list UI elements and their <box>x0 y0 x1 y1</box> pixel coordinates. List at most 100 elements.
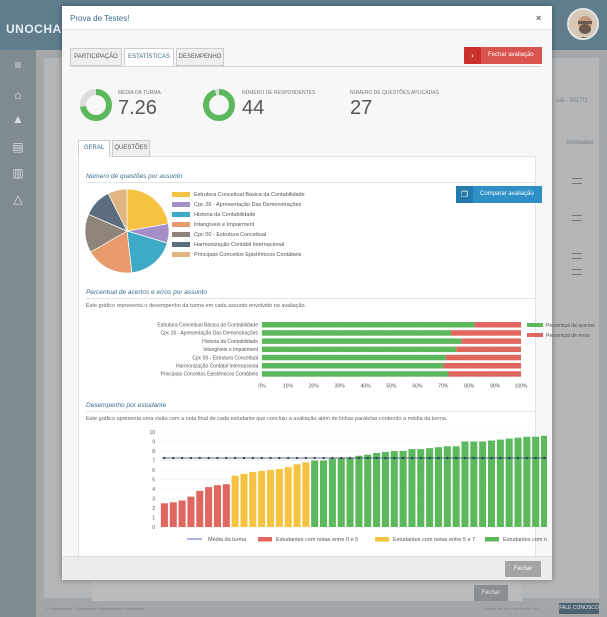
questions-label: NÚMERO DE QUESTÕES APLICADAS <box>350 90 439 96</box>
graduation-cap-icon[interactable]: ▲ <box>12 112 24 126</box>
ring-fill <box>203 89 235 121</box>
books-icon[interactable]: ▥ <box>12 166 24 180</box>
pie-legend-item: Historia da Contabilidade <box>172 212 255 218</box>
average-value: 7.26 <box>118 97 157 119</box>
stacked-bar <box>262 363 444 369</box>
list-icon[interactable] <box>572 178 582 184</box>
student-bar <box>293 464 301 527</box>
mean-point <box>384 456 387 460</box>
ring-fill <box>80 89 112 121</box>
category-label: Historia da Contabilidade <box>202 339 258 345</box>
y-tick-label: 9 <box>152 440 155 446</box>
stacked-bar <box>262 346 457 353</box>
legend-label: Percentual de erros <box>546 333 590 339</box>
category-label: Harmonização Contábil Internacional <box>176 364 258 370</box>
mean-point <box>357 456 361 460</box>
x-tick-label: 80% <box>464 383 475 389</box>
app-logo: UNOCHA <box>6 22 62 36</box>
mean-point <box>340 456 343 460</box>
stacked-bar <box>443 363 521 369</box>
close-button[interactable]: Fechar <box>505 561 541 577</box>
tab-participacao[interactable]: PARTICIPAÇÃO <box>70 48 122 66</box>
student-bar <box>487 440 496 527</box>
student-bar <box>169 502 177 527</box>
copy-icon: ❐ <box>456 186 473 203</box>
mean-point <box>331 456 334 460</box>
mean-point <box>225 456 228 460</box>
mean-point <box>534 456 537 460</box>
legend-swatch <box>172 212 190 218</box>
app-sidebar: ≡ ⌂ ▲ ▤ ▥ △ <box>0 50 36 617</box>
stacked-bar <box>445 354 521 361</box>
student-bar <box>346 457 354 527</box>
mean-point <box>375 456 378 460</box>
avatar[interactable] <box>567 8 599 40</box>
semester-select[interactable]: ual - 2017/1 <box>556 98 588 104</box>
student-bar <box>408 449 416 527</box>
tab-geral[interactable]: GERAL <box>78 140 110 157</box>
mean-point <box>499 456 502 460</box>
mean-point <box>286 456 290 460</box>
respondents-value: 44 <box>242 97 265 119</box>
student-bar <box>320 460 328 527</box>
pie-slice <box>107 188 128 232</box>
evaluation-modal: Prova de Testes! × PARTICIPAÇÃO ESTATÍST… <box>62 6 595 580</box>
stacked-bar <box>262 330 452 336</box>
tab-questoes[interactable]: QUESTÕES <box>112 140 150 157</box>
pie-legend-item: Principais Conceitos Epistêmicos Contábe… <box>172 252 301 258</box>
students-section-description: Este gráfico apresenta uma visão com a n… <box>86 416 448 422</box>
y-tick-label: 7 <box>152 459 155 465</box>
stacked-bar <box>262 338 462 344</box>
bars-section-title: Percentual de acertos e erros por assunt… <box>86 289 208 296</box>
y-tick-label: 0 <box>152 525 155 531</box>
x-tick-label: 20% <box>309 383 320 389</box>
tab-desempenho[interactable]: DESEMPENHO <box>176 48 224 66</box>
close-icon[interactable]: × <box>536 13 542 23</box>
bars-section-description: Este gráfico representa o desempenho da … <box>86 303 307 309</box>
mean-point <box>393 456 396 460</box>
close-evaluation-button[interactable]: › Fechar avaliação <box>464 47 542 64</box>
pie-legend-item: Cpc 00 - Estrutura Conceitual <box>172 232 266 238</box>
x-tick-label: 10% <box>283 383 294 389</box>
student-bar <box>532 436 540 527</box>
list-icon[interactable] <box>572 269 582 275</box>
student-bar <box>302 462 310 527</box>
menu-icon[interactable]: ≡ <box>14 58 22 72</box>
home-icon[interactable]: ⌂ <box>14 88 22 102</box>
average-ring-chart <box>80 89 112 121</box>
stacked-bar <box>461 338 521 344</box>
y-tick-label: 8 <box>152 449 155 455</box>
legend-label: Principais Conceitos Epistêmicos Contábe… <box>194 252 302 258</box>
pie-slice <box>126 230 168 274</box>
id-card-icon[interactable]: ▤ <box>12 140 24 154</box>
student-bar <box>461 441 469 527</box>
legend-swatch <box>172 222 190 228</box>
list-icon[interactable] <box>572 215 582 221</box>
legend-label: Média da turma <box>208 537 247 543</box>
mean-point <box>419 456 422 460</box>
questions-value: 27 <box>350 97 373 119</box>
student-bar <box>541 435 547 527</box>
mean-point <box>543 456 546 460</box>
legend-swatch <box>375 537 389 542</box>
x-tick-label: 0% <box>258 383 266 389</box>
mean-point <box>366 456 369 460</box>
stacked-bar <box>448 371 521 377</box>
student-bar <box>443 446 451 527</box>
legend-label: Cpc 00 - Estrutura Conceitual <box>194 232 267 238</box>
contact-badge[interactable]: FALE CONOSCO <box>559 603 599 614</box>
list-icon[interactable] <box>572 253 582 259</box>
compare-evaluation-button[interactable]: ❐ Comparar avaliação <box>456 186 542 203</box>
drive-icon[interactable]: △ <box>13 192 23 206</box>
category-label: Principais Conceitos Epistêmicos Contábe… <box>160 372 258 378</box>
student-bar <box>496 439 504 527</box>
mean-point <box>180 456 184 460</box>
mean-point <box>472 456 476 460</box>
student-bar <box>328 458 336 527</box>
mean-point <box>242 456 246 460</box>
tab-estatisticas[interactable]: ESTATÍSTICAS <box>124 48 174 66</box>
background-close-button[interactable]: Fechar <box>474 585 508 601</box>
student-bar <box>249 471 257 527</box>
footer-links[interactable]: Regras de Uso Termos de Uso <box>484 606 539 611</box>
modal-title: Prova de Testes! <box>70 14 130 23</box>
